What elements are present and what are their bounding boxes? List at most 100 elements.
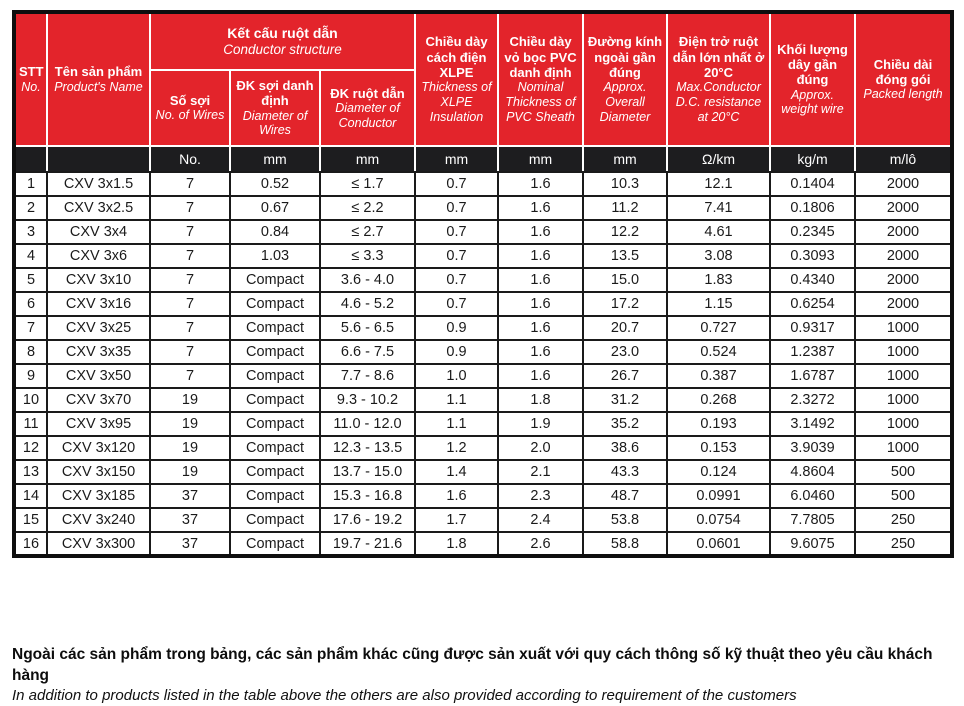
cell-weight: 4.8604	[769, 459, 856, 485]
cell-diameter-of-conductor: 6.6 - 7.5	[319, 339, 416, 365]
cell-overall-diameter: 15.0	[582, 267, 668, 293]
cell-weight: 1.2387	[769, 339, 856, 365]
cell-no-of-wires: 7	[149, 267, 231, 293]
cell-overall-diameter: 12.2	[582, 219, 668, 245]
header-cell-product-name: Tên sản phẩm Product's Name	[46, 11, 151, 147]
cell-product-name: CXV 3x185	[46, 483, 151, 509]
cell-xlpe-thickness: 0.7	[414, 291, 499, 317]
cell-xlpe-thickness: 0.7	[414, 171, 499, 197]
header-label-vi: STT	[19, 64, 44, 80]
header-label-en: Approx. weight wire	[781, 87, 844, 117]
cell-resistance: 0.727	[666, 315, 771, 341]
cell-overall-diameter: 13.5	[582, 243, 668, 269]
footnote-english: In addition to products listed in the ta…	[12, 687, 797, 705]
cell-stt: 16	[13, 531, 48, 557]
cell-stt: 7	[13, 315, 48, 341]
header-label-en: Thickness of XLPE Insulation	[421, 80, 492, 124]
cell-diameter-of-wires: Compact	[229, 339, 321, 365]
cell-diameter-of-conductor: 12.3 - 13.5	[319, 435, 416, 461]
cell-xlpe-thickness: 1.4	[414, 459, 499, 485]
cell-no-of-wires: 19	[149, 411, 231, 437]
cell-overall-diameter: 26.7	[582, 363, 668, 389]
table-row: 16 CXV 3x300 37 Compact 19.7 - 21.6 1.8 2.6 58.…	[13, 531, 953, 557]
cell-xlpe-thickness: 1.0	[414, 363, 499, 389]
table-row: 14 CXV 3x185 37 Compact 15.3 - 16.8 1.6 2.3 48.…	[13, 483, 953, 509]
cell-packed-length: 500	[854, 459, 953, 485]
header-cell-overall-diameter: Đường kính ngoài gần đúng Approx. Overal…	[582, 11, 668, 147]
cell-diameter-of-wires: Compact	[229, 363, 321, 389]
cell-resistance: 0.268	[666, 387, 771, 413]
cell-pvc-thickness: 1.6	[497, 291, 584, 317]
cell-diameter-of-conductor: 15.3 - 16.8	[319, 483, 416, 509]
cell-pvc-thickness: 2.4	[497, 507, 584, 533]
cell-stt: 5	[13, 267, 48, 293]
cell-pvc-thickness: 1.6	[497, 363, 584, 389]
cell-overall-diameter: 48.7	[582, 483, 668, 509]
cell-packed-length: 1000	[854, 411, 953, 437]
cell-overall-diameter: 38.6	[582, 435, 668, 461]
cell-pvc-thickness: 1.6	[497, 219, 584, 245]
cell-pvc-thickness: 1.6	[497, 195, 584, 221]
header-label-vi: Số sợi	[169, 92, 211, 108]
header-cell-xlpe-thickness: Chiều dày cách điện XLPE Thickness of XL…	[414, 11, 499, 147]
unit-cell-diameter-of-wires: mm	[229, 145, 321, 173]
cell-product-name: CXV 3x25	[46, 315, 151, 341]
table-row: 1 CXV 3x1.5 7 0.52 ≤ 1.7 0.7 1.6 10.3 12.1 0.1404…	[13, 171, 953, 197]
cell-pvc-thickness: 1.6	[497, 171, 584, 197]
header-group-row: STT No. Tên sản phẩm Product's Name Kết …	[13, 11, 953, 147]
cell-weight: 3.9039	[769, 435, 856, 461]
cell-no-of-wires: 7	[149, 339, 231, 365]
cell-no-of-wires: 7	[149, 291, 231, 317]
cell-resistance: 1.15	[666, 291, 771, 317]
cell-weight: 0.6254	[769, 291, 856, 317]
cell-diameter-of-conductor: ≤ 2.7	[319, 219, 416, 245]
cell-stt: 2	[13, 195, 48, 221]
cell-overall-diameter: 20.7	[582, 315, 668, 341]
units-row: No. mm mm mm mm mm Ω/km kg/m m/lô	[13, 145, 953, 173]
unit-cell-weight: kg/m	[769, 145, 856, 173]
cell-xlpe-thickness: 0.7	[414, 243, 499, 269]
cell-product-name: CXV 3x4	[46, 219, 151, 245]
header-cell-weight: Khối lượng dây gần đúng Approx. weight w…	[769, 11, 856, 147]
header-label-en: Max.Conductor D.C. resistance at 20°C	[675, 80, 762, 124]
cell-packed-length: 1000	[854, 435, 953, 461]
cell-overall-diameter: 35.2	[582, 411, 668, 437]
table-row: 2 CXV 3x2.5 7 0.67 ≤ 2.2 0.7 1.6 11.2 7.41 0.1806…	[13, 195, 953, 221]
cell-no-of-wires: 7	[149, 219, 231, 245]
cell-product-name: CXV 3x1.5	[46, 171, 151, 197]
cell-no-of-wires: 19	[149, 435, 231, 461]
cell-pvc-thickness: 2.0	[497, 435, 584, 461]
header-cell-packed-length: Chiều dài đóng gói Packed length	[854, 11, 953, 147]
cell-product-name: CXV 3x50	[46, 363, 151, 389]
cell-resistance: 0.387	[666, 363, 771, 389]
cell-overall-diameter: 43.3	[582, 459, 668, 485]
cell-packed-length: 250	[854, 531, 953, 557]
cell-diameter-of-wires: Compact	[229, 315, 321, 341]
cell-diameter-of-wires: 1.03	[229, 243, 321, 269]
cell-no-of-wires: 7	[149, 243, 231, 269]
cell-product-name: CXV 3x10	[46, 267, 151, 293]
cell-diameter-of-wires: Compact	[229, 267, 321, 293]
product-spec-table: STT No. Tên sản phẩm Product's Name Kết …	[12, 10, 954, 558]
cell-resistance: 1.83	[666, 267, 771, 293]
cell-overall-diameter: 58.8	[582, 531, 668, 557]
cell-product-name: CXV 3x150	[46, 459, 151, 485]
header-label-vi: Chiều dày cách điện XLPE	[425, 34, 488, 81]
table-row: 13 CXV 3x150 19 Compact 13.7 - 15.0 1.4 2.1 43.…	[13, 459, 953, 485]
table-row: 10 CXV 3x70 19 Compact 9.3 - 10.2 1.1 1.8 31.2 0…	[13, 387, 953, 413]
cell-weight: 7.7805	[769, 507, 856, 533]
cell-packed-length: 500	[854, 483, 953, 509]
cell-diameter-of-conductor: 5.6 - 6.5	[319, 315, 416, 341]
cell-packed-length: 2000	[854, 291, 953, 317]
unit-cell-no-of-wires: No.	[149, 145, 231, 173]
header-label-vi: Điện trở ruột dẫn lớn nhất ở 20°C	[672, 34, 765, 81]
cell-pvc-thickness: 1.6	[497, 243, 584, 269]
cell-xlpe-thickness: 1.1	[414, 387, 499, 413]
cell-no-of-wires: 7	[149, 315, 231, 341]
cell-diameter-of-conductor: 11.0 - 12.0	[319, 411, 416, 437]
cell-diameter-of-wires: Compact	[229, 387, 321, 413]
cell-packed-length: 250	[854, 507, 953, 533]
cell-resistance: 0.193	[666, 411, 771, 437]
cell-product-name: CXV 3x70	[46, 387, 151, 413]
cell-overall-diameter: 11.2	[582, 195, 668, 221]
